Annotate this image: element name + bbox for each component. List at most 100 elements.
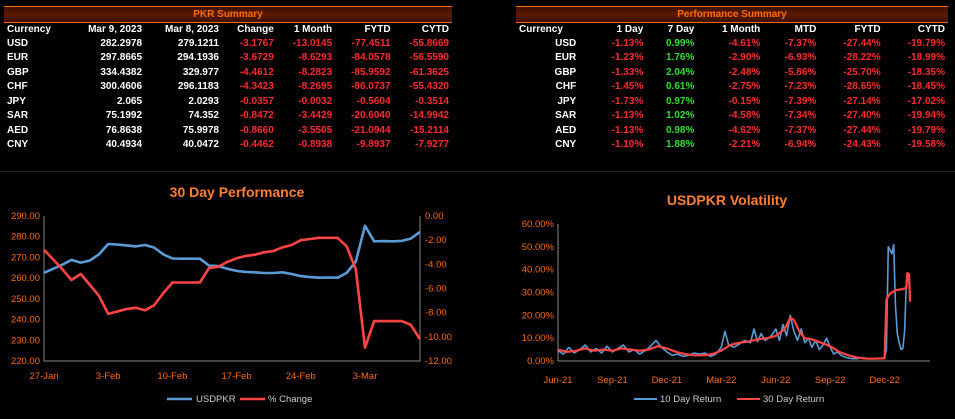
series-line-percent-change — [43, 236, 422, 350]
y-right-tick-label: -2.00 — [425, 235, 447, 246]
table-cell: -9.8937 — [356, 139, 391, 151]
table-cell: -14.9942 — [409, 110, 449, 122]
table-cell: -24.43% — [843, 139, 881, 151]
currency-code: EUR — [7, 52, 29, 64]
table-cell: -0.15% — [728, 95, 761, 107]
table-row: CHF -1.45% 0.61% -2.75% -7.23% -28.65% -18.45% — [516, 80, 948, 95]
table-cell: -7.9277 — [415, 139, 449, 151]
table-cell: 2.04% — [666, 66, 695, 78]
column-header: 1 Day — [616, 24, 644, 35]
usdpkr-volatility-chart: USDPKR Volatility 0.00% 10.00% 20.00% 30.00%… — [522, 192, 930, 405]
column-header: Currency — [519, 24, 563, 35]
table-cell: -1.13% — [611, 124, 644, 136]
table-cell: -8.2823 — [298, 66, 333, 78]
currency-code: CNY — [555, 139, 577, 151]
table-cell: -6.94% — [784, 139, 817, 151]
legend-label-percent-change: % Change — [268, 394, 312, 405]
chart-title: 30 Day Performance — [170, 184, 305, 200]
table-cell: -4.4612 — [239, 66, 274, 78]
table-cell: -56.5590 — [409, 52, 449, 64]
column-header: FYTD — [364, 24, 391, 35]
currency-code: AED — [7, 124, 29, 136]
x-tick-label: Mar-22 — [706, 375, 736, 386]
table-cell: -2.21% — [728, 139, 761, 151]
table-cell: -7.37% — [784, 37, 817, 49]
y-left-tick-label: 270.00 — [11, 252, 40, 263]
table-cell: 279.1211 — [177, 37, 219, 49]
table-cell: -3.4429 — [298, 110, 333, 122]
y-tick-label: 50.00% — [522, 242, 555, 253]
y-left-tick-label: 240.00 — [11, 315, 40, 326]
x-tick-label: 24-Feb — [286, 371, 316, 382]
currency-code: GBP — [554, 66, 577, 78]
table-cell: -18.99% — [907, 52, 945, 64]
currency-code: CHF — [555, 81, 577, 93]
performance-summary-panel: Performance Summary Currency 1 Day 7 Day 1 … — [516, 6, 948, 152]
performance-summary-table: Currency 1 Day 7 Day 1 Month MTD FYTD CYTD USD… — [516, 23, 948, 152]
table-cell: -7.23% — [784, 81, 817, 93]
table-cell: 1.88% — [666, 139, 695, 151]
table-row: EUR -1.23% 1.76% -2.90% -6.93% -28.22% -18.99% — [516, 51, 948, 66]
table-cell: 297.8665 — [100, 52, 143, 64]
table-cell: -1.73% — [611, 95, 644, 107]
table-cell: -0.3514 — [415, 95, 449, 107]
table-cell: 0.97% — [666, 95, 695, 107]
table-row: USD -1.13% 0.99% -4.61% -7.37% -27.44% -19.79% — [516, 36, 948, 51]
table-cell: -15.2114 — [410, 124, 449, 136]
table-cell: -4.62% — [728, 124, 761, 136]
table-cell: -55.4320 — [409, 81, 449, 93]
legend-label-thirty-day: 30 Day Return — [763, 394, 824, 405]
table-cell: 294.1936 — [177, 52, 219, 64]
table-cell: -7.39% — [784, 95, 817, 107]
table-cell: -61.3625 — [409, 66, 449, 78]
x-tick-label: Sep-21 — [597, 375, 628, 386]
y-tick-label: 60.00% — [522, 219, 555, 230]
y-left-tick-label: 250.00 — [11, 294, 40, 305]
table-cell: -4.58% — [728, 110, 761, 122]
table-row: JPY -1.73% 0.97% -0.15% -7.39% -27.14% -17.02% — [516, 94, 948, 109]
table-cell: -4.61% — [728, 37, 761, 49]
currency-code: GBP — [7, 66, 29, 78]
table-cell: -0.8660 — [239, 124, 274, 136]
currency-code: EUR — [555, 52, 577, 64]
table-cell: 334.4382 — [100, 66, 143, 78]
table-cell: -3.1767 — [239, 37, 274, 49]
table-cell: -6.93% — [784, 52, 817, 64]
table-cell: -0.4462 — [239, 139, 274, 151]
legend-label-ten-day: 10 Day Return — [660, 394, 721, 405]
table-cell: -7.37% — [784, 124, 817, 136]
y-left-tick-label: 260.00 — [11, 273, 40, 284]
table-cell: -19.94% — [907, 110, 945, 122]
currency-code: USD — [555, 37, 577, 49]
pkr-summary-title: PKR Summary — [4, 6, 452, 23]
column-header: FYTD — [854, 24, 881, 35]
table-cell: 74.352 — [188, 110, 219, 122]
table-row: AED 76.8638 75.9978 -0.8660 -3.5505 -21.0944 -… — [4, 123, 452, 138]
table-cell: -77.4511 — [351, 37, 391, 49]
table-cell: -1.23% — [611, 52, 644, 64]
series-line-thirty-day-return — [557, 272, 912, 360]
table-cell: -1.13% — [611, 37, 644, 49]
y-right-tick-label: -10.00 — [425, 332, 452, 343]
table-cell: -1.33% — [611, 66, 644, 78]
performance-summary-title: Performance Summary — [516, 6, 948, 23]
y-right-tick-label: -8.00 — [425, 308, 447, 319]
table-row: CNY -1.10% 1.88% -2.21% -6.94% -24.43% -19.58% — [516, 138, 948, 153]
table-cell: -2.90% — [728, 52, 761, 64]
table-cell: -19.79% — [907, 124, 945, 136]
table-cell: -20.6040 — [351, 110, 391, 122]
table-cell: -1.10% — [611, 139, 644, 151]
series-line-usdpkr — [43, 224, 421, 280]
currency-code: JPY — [557, 95, 577, 107]
x-tick-label: Jun-22 — [761, 375, 790, 386]
y-left-tick-label: 280.00 — [11, 232, 40, 243]
table-row: SAR 75.1992 74.352 -0.8472 -3.4429 -20.6040 -1… — [4, 109, 452, 124]
y-right-tick-label: -4.00 — [425, 259, 447, 270]
table-cell: -27.44% — [843, 37, 881, 49]
performance-summary-header-row: Currency 1 Day 7 Day 1 Month MTD FYTD CYTD — [516, 23, 948, 36]
table-cell: -1.13% — [611, 110, 644, 122]
table-cell: 296.1183 — [177, 81, 219, 93]
y-left-tick-label: 230.00 — [11, 335, 40, 346]
table-cell: -3.6729 — [239, 52, 274, 64]
